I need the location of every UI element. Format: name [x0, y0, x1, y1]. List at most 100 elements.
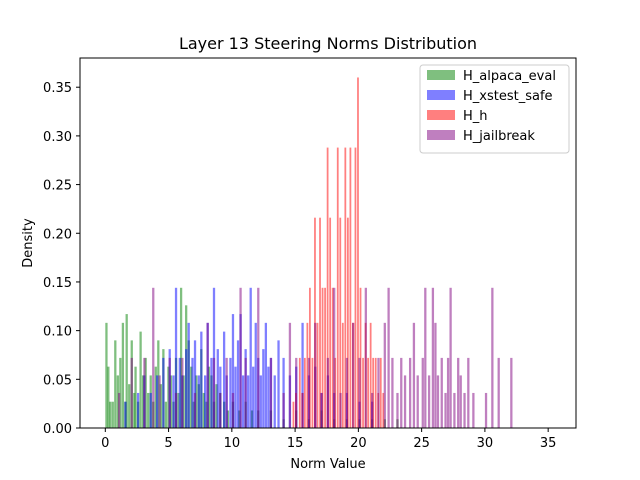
histogram-bar: [459, 375, 462, 428]
chart-title: Layer 13 Steering Norms Distribution: [179, 34, 477, 53]
histogram-bar: [259, 375, 262, 428]
histogram-bar: [105, 322, 108, 428]
histogram-bar: [216, 349, 219, 428]
histogram-bar: [172, 375, 175, 428]
histogram-bar: [362, 357, 364, 428]
histogram-bar: [391, 357, 394, 428]
y-tick-label: 0.00: [43, 422, 72, 437]
histogram-bar: [179, 287, 183, 428]
histogram-bar: [369, 322, 372, 428]
histogram-bar: [254, 322, 257, 428]
histogram-bar: [215, 384, 218, 428]
histogram-bar: [510, 357, 513, 428]
histogram-bar: [231, 392, 235, 428]
y-tick-label: 0.15: [43, 276, 72, 291]
histogram-bar: [206, 322, 209, 428]
histogram-bar: [336, 147, 339, 428]
histogram-bar: [339, 217, 342, 428]
histogram-bar: [249, 287, 252, 428]
histogram-bar: [178, 357, 181, 428]
legend-swatch: [427, 130, 455, 140]
histogram-bar: [307, 357, 311, 428]
histogram-bar: [147, 392, 150, 428]
histogram-bar: [449, 287, 452, 428]
legend-swatch: [427, 110, 455, 120]
histogram-bar: [472, 392, 475, 428]
legend-box: [419, 64, 570, 154]
histogram-bar: [314, 322, 317, 428]
histogram-bar: [484, 392, 488, 428]
histogram-bar: [269, 357, 273, 428]
histogram-bar: [412, 322, 416, 428]
histogram-bar: [125, 314, 128, 428]
histogram-bar: [229, 357, 232, 428]
bars-layer: [105, 77, 513, 428]
legend-swatch: [427, 70, 455, 80]
histogram-bar: [306, 322, 309, 428]
histogram-bar: [331, 287, 334, 428]
histogram-bar: [292, 401, 295, 428]
series-H_jailbreak: [117, 287, 513, 428]
histogram-bar: [195, 375, 198, 428]
histogram-bar: [408, 357, 412, 428]
histogram-bar: [301, 392, 304, 428]
histogram-bar: [155, 375, 159, 428]
histogram-bar: [133, 392, 136, 428]
histogram-bar: [164, 401, 168, 428]
legend-swatch: [427, 90, 455, 100]
histogram-bar: [239, 287, 242, 428]
histogram-bar: [210, 357, 213, 428]
histogram-bar: [124, 401, 127, 428]
histogram-bar: [192, 401, 195, 428]
legend-entry-label: H_jailbreak: [463, 129, 535, 144]
histogram-bar: [152, 287, 155, 428]
histogram-bar: [177, 392, 180, 428]
histogram-bar: [234, 366, 237, 428]
histogram-bar: [372, 357, 375, 428]
histogram-bar: [383, 322, 386, 428]
histogram-bar: [273, 375, 276, 428]
y-tick-label: 0.30: [43, 130, 72, 145]
histogram-bar: [128, 384, 131, 428]
histogram-bar: [352, 322, 355, 428]
histogram-bar: [326, 357, 330, 428]
histogram-bar: [193, 392, 197, 428]
histogram-bar: [316, 322, 319, 428]
y-axis-ticks: 0.00 0.05 0.10 0.15 0.20 0.25 0.30 0.35: [43, 81, 80, 437]
histogram-bar: [236, 340, 240, 428]
x-tick-label: 5: [164, 436, 172, 451]
histogram-bar: [185, 349, 188, 428]
legend-entry-label: H_h: [463, 109, 488, 124]
histogram-bar: [339, 392, 342, 428]
histogram-bar: [202, 392, 206, 428]
histogram-bar: [121, 322, 125, 428]
histogram-bar: [324, 287, 326, 428]
x-tick-label: 35: [540, 436, 557, 451]
histogram-bar: [222, 331, 226, 428]
histogram-bar: [130, 357, 133, 428]
legend-entry-label: H_xstest_safe: [463, 89, 553, 104]
x-axis-ticks: 0 5 10 15 20 25 30 35: [101, 428, 556, 451]
histogram-bar: [403, 375, 407, 428]
histogram-bar: [329, 217, 332, 428]
y-axis-label: Density: [21, 218, 36, 268]
histogram-bar: [200, 331, 203, 428]
histogram-bar: [244, 357, 247, 428]
histogram-bar: [354, 147, 357, 428]
histogram-bar: [139, 331, 142, 428]
histogram-bar: [143, 357, 146, 428]
x-tick-label: 0: [101, 436, 109, 451]
histogram-bar: [238, 410, 241, 428]
histogram-bar: [191, 357, 194, 428]
histogram-bar: [446, 357, 450, 428]
histogram-bar: [136, 392, 140, 428]
histogram-bar: [205, 401, 208, 428]
histogram-bar: [321, 287, 324, 428]
histogram-bar: [344, 147, 347, 428]
histogram-bar: [174, 392, 178, 428]
x-axis-label: Norm Value: [290, 457, 365, 472]
histogram-bar: [341, 322, 344, 428]
histogram-bar: [364, 287, 367, 428]
histogram-bar: [107, 366, 110, 428]
histogram-bar: [311, 357, 314, 428]
